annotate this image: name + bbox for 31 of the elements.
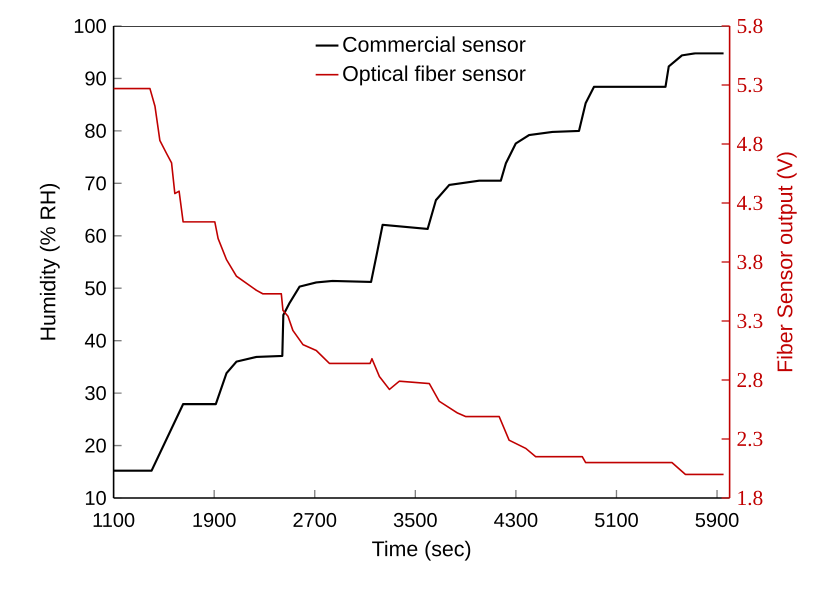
x-tick-label: 1900 (193, 512, 236, 528)
y-axis-title: Humidity (% RH) (40, 184, 60, 340)
y-tick-label: 10 (86, 490, 106, 506)
y-tick-label: 90 (85, 71, 106, 86)
y-tick-label: 30 (85, 386, 106, 400)
y2-tick-label: 2.8 (737, 372, 762, 388)
x-tick-label: 5900 (696, 512, 738, 528)
y-tick-label: 60 (85, 228, 106, 243)
x-tick-label: 1100 (94, 512, 134, 528)
y-tick-label: 40 (84, 334, 106, 348)
y2-tick-label: 5.8 (738, 18, 762, 34)
x-tick-label: 4300 (494, 512, 538, 528)
y2-tick-label: 4.3 (736, 196, 762, 210)
y-tick-label: 70 (85, 176, 106, 190)
x-axis-title: Time (sec) (372, 540, 470, 561)
y2-tick-label: 3.8 (738, 254, 762, 270)
legend-label: Optical fiber sensor (343, 65, 526, 86)
y2-tick-label: 2.3 (737, 432, 762, 446)
x-tick-label: 2700 (294, 512, 336, 528)
x-tick-label: 5100 (595, 512, 638, 528)
y2-tick-label: 3.3 (738, 314, 762, 328)
y2-axis-title: Fiber Sensor output (V) (776, 152, 797, 372)
y2-tick-label: 4.8 (736, 136, 762, 152)
y-tick-label: 80 (85, 124, 106, 138)
y-tick-label: 100 (74, 18, 106, 34)
legend-label: Commercial sensor (343, 36, 526, 52)
y-tick-label: 20 (85, 438, 106, 453)
y2-tick-label: 1.8 (738, 490, 762, 506)
y-tick-label: 50 (85, 281, 106, 296)
y2-tick-label: 5.3 (738, 78, 762, 92)
x-tick-label: 3500 (394, 512, 437, 528)
